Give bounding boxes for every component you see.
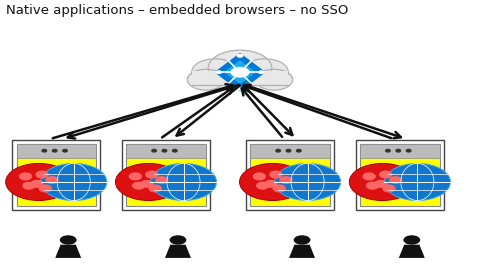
Circle shape [41,163,107,201]
Circle shape [380,171,392,178]
Bar [16,144,96,158]
Circle shape [273,185,285,192]
Circle shape [230,67,250,77]
Circle shape [396,150,400,152]
Circle shape [172,150,177,152]
Circle shape [367,182,378,189]
Circle shape [294,235,311,245]
Polygon shape [289,245,315,258]
Circle shape [386,150,390,152]
Circle shape [270,171,282,178]
Circle shape [187,69,225,90]
Circle shape [286,150,291,152]
Circle shape [152,150,156,152]
Circle shape [253,173,265,180]
Circle shape [146,171,158,178]
Circle shape [150,163,216,201]
Bar [360,144,440,206]
Circle shape [141,180,153,187]
Circle shape [275,163,341,201]
Bar [126,144,206,206]
Circle shape [149,185,161,192]
Circle shape [6,163,72,201]
Circle shape [23,182,35,189]
Circle shape [156,177,168,183]
Bar [246,140,334,210]
Circle shape [129,173,141,180]
Circle shape [20,173,32,180]
Bar [12,140,100,210]
Circle shape [240,163,306,201]
Bar [192,71,288,85]
Polygon shape [165,245,191,258]
Circle shape [280,177,292,183]
Circle shape [52,150,57,152]
Circle shape [31,180,43,187]
Bar [126,144,206,158]
Circle shape [383,185,395,192]
Circle shape [363,173,375,180]
Bar [251,144,330,158]
Circle shape [39,185,51,192]
Circle shape [255,69,293,90]
Circle shape [237,54,243,58]
Circle shape [258,70,265,74]
Bar [360,144,440,158]
Circle shape [192,59,239,85]
Circle shape [241,59,288,85]
Polygon shape [55,245,81,258]
Circle shape [46,177,58,183]
Polygon shape [399,245,425,258]
Bar [192,72,288,85]
Bar [251,144,330,206]
Circle shape [208,50,272,86]
Circle shape [215,70,222,74]
Bar [356,140,444,210]
Text: Native applications – embedded browsers – no SSO: Native applications – embedded browsers … [6,4,348,17]
Polygon shape [214,53,266,92]
Circle shape [403,235,420,245]
Circle shape [60,235,77,245]
Circle shape [390,177,402,183]
Circle shape [375,180,387,187]
Circle shape [384,163,450,201]
Circle shape [265,180,277,187]
Circle shape [36,171,48,178]
Circle shape [116,163,181,201]
Circle shape [169,235,186,245]
Bar [16,144,96,206]
Circle shape [162,150,167,152]
Circle shape [237,87,243,90]
Circle shape [42,150,47,152]
Circle shape [276,150,280,152]
Circle shape [297,150,301,152]
Circle shape [349,163,416,201]
Circle shape [63,150,67,152]
Bar [122,140,210,210]
Polygon shape [224,60,256,84]
Circle shape [407,150,411,152]
Circle shape [132,182,144,189]
Circle shape [257,182,269,189]
